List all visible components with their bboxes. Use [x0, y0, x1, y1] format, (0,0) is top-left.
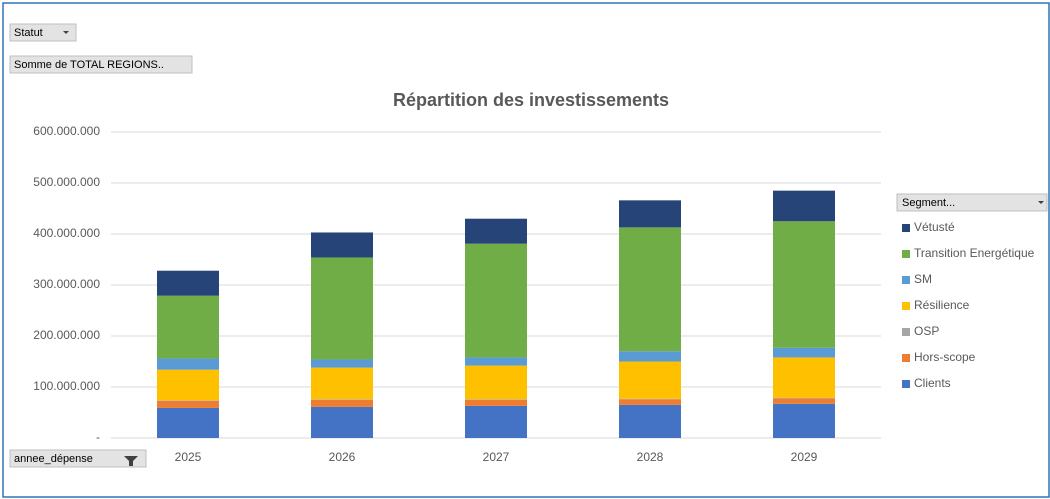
y-tick-label: -	[96, 430, 100, 444]
button-bg	[896, 193, 1048, 212]
bar-segment	[619, 404, 681, 438]
bar-segment	[619, 227, 681, 352]
bar-segment	[773, 403, 835, 438]
bar-segment	[311, 399, 373, 400]
bar-segment	[465, 399, 527, 406]
legend-swatch	[902, 380, 910, 388]
bar-segment	[157, 407, 219, 438]
bar-segment	[465, 405, 527, 438]
bar-segment	[465, 357, 527, 366]
legend-label: Hors-scope	[914, 350, 976, 364]
legend-header-label: Segment...	[902, 197, 955, 209]
bar-segment	[619, 200, 681, 228]
button-bg	[9, 23, 77, 42]
legend-swatch	[902, 302, 910, 310]
legend-label: SM	[914, 272, 932, 286]
legend-swatch	[902, 224, 910, 232]
legend-label: OSP	[914, 324, 939, 338]
bar-segment	[311, 359, 373, 368]
bar-segment	[311, 232, 373, 258]
y-tick-label: 100.000.000	[33, 379, 100, 393]
bar-segment	[157, 400, 219, 401]
bar-segment	[311, 399, 373, 407]
y-tick-label: 200.000.000	[33, 328, 100, 342]
button-label: Statut	[14, 27, 43, 39]
bar-segment	[619, 398, 681, 400]
bar-segment	[157, 369, 219, 401]
y-tick-label: 600.000.000	[33, 124, 100, 138]
y-tick-label: 500.000.000	[33, 175, 100, 189]
bar-segment	[311, 406, 373, 438]
y-tick-label: 300.000.000	[33, 277, 100, 291]
legend-swatch	[902, 276, 910, 284]
bar-segment	[773, 347, 835, 358]
value-button[interactable]: Somme de TOTAL REGIONS..	[9, 55, 193, 74]
bar-segment	[619, 399, 681, 405]
button-bg	[9, 449, 147, 468]
legend-header[interactable]: Segment...	[896, 193, 1048, 212]
x-tick-label: 2026	[329, 450, 356, 464]
bar-segment	[311, 257, 373, 360]
filter-button[interactable]: Statut	[9, 23, 77, 42]
bar-segment	[157, 400, 219, 408]
button-label: Somme de TOTAL REGIONS..	[14, 59, 164, 71]
legend-label: Transition Energétique	[914, 246, 1035, 260]
bar-segment	[465, 218, 527, 244]
bar-segment	[773, 221, 835, 348]
button-label: annee_dépense	[14, 453, 93, 465]
x-tick-label: 2029	[791, 450, 818, 464]
bar-segment	[773, 357, 835, 398]
legend-label: Clients	[914, 376, 951, 390]
x-tick-label: 2028	[637, 450, 664, 464]
bar-segment	[157, 295, 219, 359]
x-tick-label: 2025	[175, 450, 202, 464]
chart-title: Répartition des investissements	[393, 90, 669, 110]
bar-segment	[465, 365, 527, 400]
legend-swatch	[902, 328, 910, 336]
bar-segment	[465, 399, 527, 400]
dropdown-arrow	[63, 31, 69, 34]
axis-button[interactable]: annee_dépense	[9, 449, 147, 468]
legend-label: Vétusté	[914, 220, 955, 234]
bar-segment	[157, 270, 219, 296]
bar-segment	[465, 243, 527, 358]
button-bg	[9, 55, 193, 74]
bar-segment	[311, 367, 373, 400]
bar-segment	[619, 361, 681, 399]
y-tick-label: 400.000.000	[33, 226, 100, 240]
bar-segment	[773, 190, 835, 222]
legend-label: Résilience	[914, 298, 970, 312]
bar-segment	[773, 397, 835, 399]
bar-segment	[157, 358, 219, 370]
x-tick-label: 2027	[483, 450, 510, 464]
legend-swatch	[902, 250, 910, 258]
bar-segment	[773, 398, 835, 404]
legend-swatch	[902, 354, 910, 362]
bar-segment	[619, 351, 681, 362]
filter-icon	[124, 456, 138, 466]
dropdown-arrow	[1038, 201, 1044, 204]
